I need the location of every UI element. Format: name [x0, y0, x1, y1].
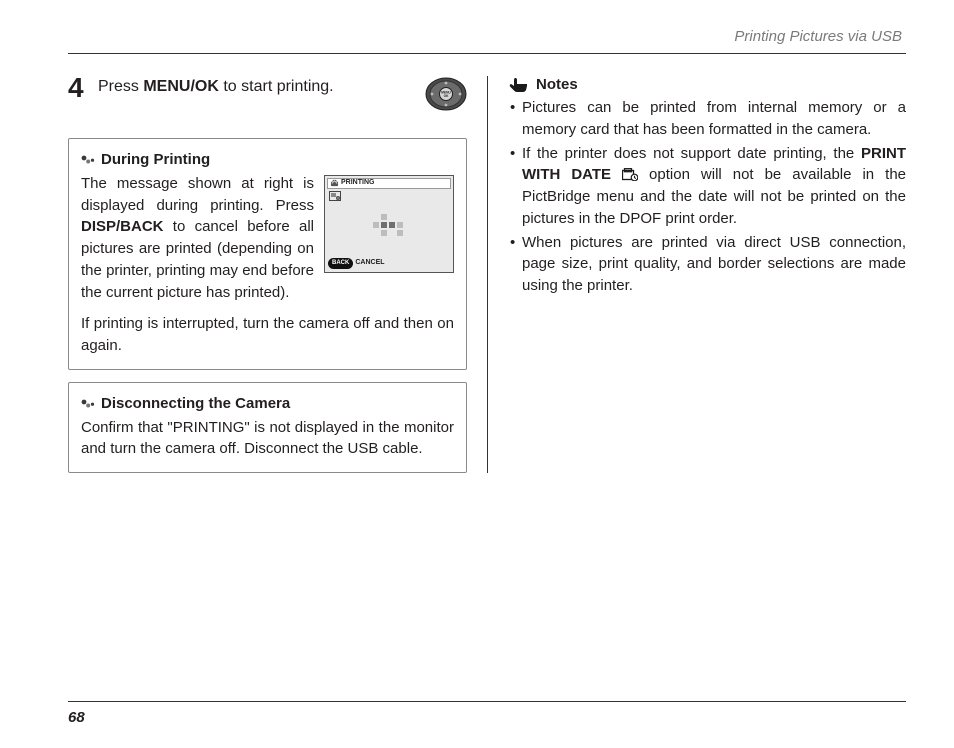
p1b: DISP/BACK — [81, 218, 164, 235]
infobox-p2: If printing is interrupted, turn the cam… — [81, 313, 454, 357]
note2-pre: If the printer does not support date pri… — [522, 145, 861, 162]
manual-page: Printing Pictures via USB 4 Press MENU/O… — [0, 0, 954, 748]
lcd-spinner-icon — [373, 214, 409, 238]
lcd-top-label: PRINTING — [341, 178, 374, 188]
infobox-body: PRINTING BACK CANCEL — [81, 173, 454, 357]
notes-heading: Notes — [536, 76, 578, 93]
pointing-hand-icon — [508, 77, 528, 93]
infobox-heading-row-2: Disconnecting the Camera — [81, 393, 454, 415]
lcd-figure: PRINTING BACK CANCEL — [324, 175, 454, 273]
lcd-cancel-label: CANCEL — [355, 258, 384, 268]
step-instruction: Press MENU/OK to start printing. — [98, 76, 417, 98]
lcd-top-bar: PRINTING — [327, 178, 451, 189]
step-number: 4 — [68, 74, 90, 102]
lcd-screen: PRINTING BACK CANCEL — [324, 175, 454, 273]
lcd-bottom-bar: BACK CANCEL — [328, 258, 385, 269]
step-bold: MENU/OK — [143, 78, 219, 95]
step-post: to start printing. — [219, 78, 334, 95]
header-rule — [68, 53, 906, 54]
pictbridge-icon — [330, 179, 339, 187]
right-column: Notes Pictures can be printed from inter… — [487, 76, 906, 473]
molecule-icon — [81, 155, 95, 165]
infobox-heading-row: During Printing — [81, 149, 454, 171]
content-columns: 4 Press MENU/OK to start printing. MENU … — [68, 76, 906, 473]
notes-list: Pictures can be printed from internal me… — [508, 97, 906, 297]
infobox-heading: During Printing — [101, 149, 210, 171]
molecule-icon — [81, 399, 95, 409]
infobox-body-2: Confirm that "PRINTING" is not displayed… — [81, 417, 454, 461]
svg-text:OK: OK — [444, 94, 449, 98]
note-item-2: If the printer does not support date pri… — [508, 143, 906, 230]
print-date-icon — [622, 168, 638, 181]
lcd-back-pill: BACK — [328, 258, 353, 269]
note-item-1: Pictures can be printed from internal me… — [508, 97, 906, 141]
notes-heading-row: Notes — [508, 76, 906, 93]
page-number: 68 — [68, 709, 85, 726]
step-pre: Press — [98, 78, 143, 95]
dpad-icon: MENU OK — [425, 76, 467, 112]
infobox-heading-2: Disconnecting the Camera — [101, 393, 290, 415]
step-4-row: 4 Press MENU/OK to start printing. MENU … — [68, 76, 467, 112]
note-item-3: When pictures are printed via direct USB… — [508, 232, 906, 297]
p1a: The message shown at right is displayed … — [81, 175, 314, 214]
infobox-disconnecting: Disconnecting the Camera Confirm that "P… — [68, 382, 467, 473]
infobox-during-printing: During Printing PRINTING — [68, 138, 467, 370]
footer-rule — [68, 701, 906, 702]
section-title: Printing Pictures via USB — [68, 28, 906, 45]
frame-icon — [329, 191, 341, 201]
left-column: 4 Press MENU/OK to start printing. MENU … — [68, 76, 487, 473]
